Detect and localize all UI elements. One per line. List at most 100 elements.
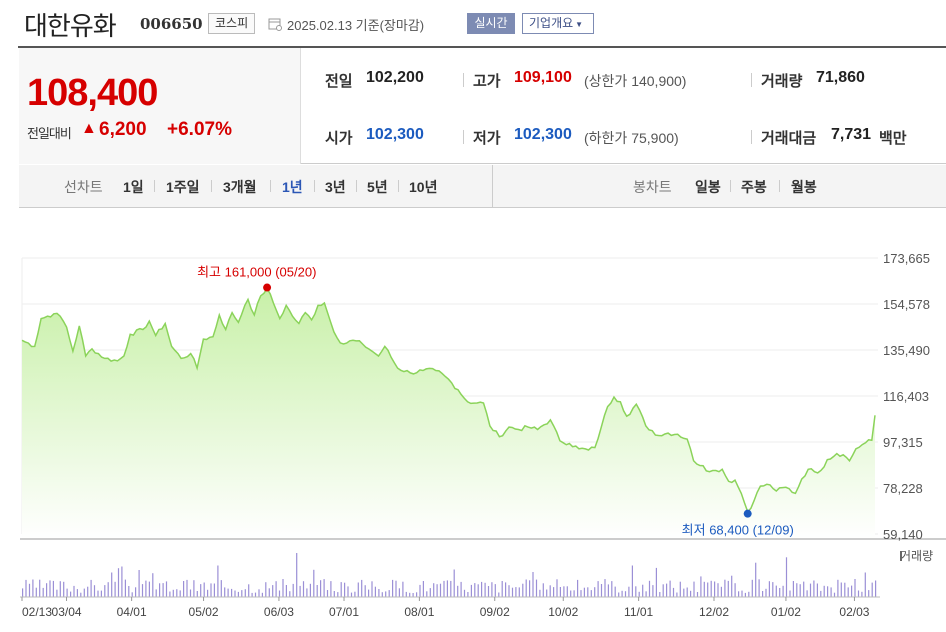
volume-bar xyxy=(83,588,85,597)
volume-bar xyxy=(457,585,459,597)
volume-bar xyxy=(361,579,363,597)
header-divider xyxy=(18,46,946,48)
company-overview-dropdown[interactable]: 기업개요 ▼ xyxy=(522,13,594,34)
divider xyxy=(314,180,315,192)
y-tick-label: 97,315 xyxy=(883,435,923,450)
volume-bar xyxy=(655,567,657,597)
volume-bar xyxy=(851,585,853,597)
tab-1d[interactable]: 1일 xyxy=(123,179,144,195)
stock-code: 006650 xyxy=(140,15,203,33)
volume-bar xyxy=(111,572,113,597)
volume-bar xyxy=(296,553,298,597)
tab-3y[interactable]: 3년 xyxy=(325,179,346,195)
volume-bar xyxy=(49,580,51,597)
volume-bar xyxy=(823,585,825,597)
prev-close-label: 전일 xyxy=(325,73,353,90)
volume-bar xyxy=(734,583,736,597)
volume-bar xyxy=(748,591,750,597)
volume-bar xyxy=(868,590,870,597)
volume-bar xyxy=(768,581,770,597)
volume-bar xyxy=(128,586,130,597)
volume-bar xyxy=(368,589,370,597)
volume-bar xyxy=(25,579,27,597)
volume-bar xyxy=(840,582,842,597)
volume-bar xyxy=(148,581,150,597)
volume-bar xyxy=(172,589,174,597)
volume-bar xyxy=(720,586,722,597)
volume-bar xyxy=(498,592,500,597)
divider xyxy=(730,180,731,192)
tab-5y[interactable]: 5년 xyxy=(367,179,388,195)
volume-bar xyxy=(618,592,620,597)
volume-bar xyxy=(374,586,376,597)
volume-bar xyxy=(196,591,198,597)
volume-bar xyxy=(316,585,318,597)
chart-period-tabs: 선차트 1일 1주일 3개월 1년 3년 5년 10년 봉차트 일봉 주봉 월봉 xyxy=(19,165,946,208)
volume-bar xyxy=(669,580,671,597)
volume-bar xyxy=(76,589,78,597)
volume-bar xyxy=(378,589,380,597)
volume-bar xyxy=(145,580,147,597)
volume-bar xyxy=(405,591,407,597)
stock-name: 대한유화 xyxy=(24,11,117,41)
volume-bar xyxy=(642,584,644,597)
volume-bar xyxy=(73,585,75,597)
x-tick-label: 07/01 xyxy=(329,605,359,619)
high-value: 109,100 xyxy=(514,69,572,86)
volume-bar xyxy=(830,587,832,597)
low-marker xyxy=(743,509,752,518)
volume-bar xyxy=(203,582,205,597)
volume-bar xyxy=(409,592,411,597)
divider xyxy=(463,73,464,87)
tab-1y[interactable]: 1년 xyxy=(282,179,303,195)
volume-bar xyxy=(385,591,387,597)
y-tick-label: 59,140 xyxy=(883,527,923,542)
change-value: 6,200 xyxy=(99,119,147,140)
volume-bar xyxy=(755,562,757,597)
volume-bar xyxy=(717,583,719,597)
realtime-button[interactable]: 실시간 xyxy=(467,13,515,34)
volume-bar xyxy=(213,583,215,597)
volume-bar xyxy=(104,585,106,597)
tab-10y[interactable]: 10년 xyxy=(409,179,438,195)
y-tick-label: 116,403 xyxy=(883,389,929,404)
volume-bar xyxy=(323,579,325,597)
volume-bar xyxy=(272,585,274,597)
volume-bar xyxy=(532,572,534,597)
volume-bar xyxy=(347,586,349,597)
volume-bar xyxy=(525,579,527,597)
tab-monthly[interactable]: 월봉 xyxy=(791,179,817,195)
volume-bar xyxy=(491,582,493,597)
volume-bar xyxy=(292,583,294,597)
volume-bar xyxy=(553,587,555,597)
company-overview-label: 기업개요 xyxy=(529,16,574,30)
volume-bar xyxy=(326,590,329,597)
volume-bar xyxy=(792,581,794,597)
volume-bar xyxy=(621,590,623,597)
volume-bar xyxy=(169,591,171,597)
volume-bar xyxy=(785,557,788,597)
y-tick-label: 154,578 xyxy=(883,297,930,312)
tab-3m[interactable]: 3개월 xyxy=(223,179,257,195)
volume-bar xyxy=(450,580,452,597)
tab-daily[interactable]: 일봉 xyxy=(695,179,721,195)
tab-1w[interactable]: 1주일 xyxy=(166,179,200,195)
volume-bar xyxy=(258,589,260,597)
volume-bar xyxy=(631,565,633,597)
volume-label: 거래량 xyxy=(900,549,933,563)
volume-bars xyxy=(22,553,877,597)
volume-bar xyxy=(70,591,72,597)
volume-bar xyxy=(313,569,315,597)
volume-bar xyxy=(648,580,651,597)
tab-weekly[interactable]: 주봉 xyxy=(741,179,767,195)
divider xyxy=(398,180,399,192)
volume-value: 71,860 xyxy=(816,69,865,86)
x-tick-label: 03/04 xyxy=(52,605,82,619)
volume-bar xyxy=(515,587,517,597)
volume-bar xyxy=(309,583,311,597)
volume-bar xyxy=(189,589,192,597)
volume-bar xyxy=(590,590,592,597)
chevron-down-icon: ▼ xyxy=(575,20,584,29)
volume-bar xyxy=(624,591,627,597)
volume-bar xyxy=(463,589,466,597)
